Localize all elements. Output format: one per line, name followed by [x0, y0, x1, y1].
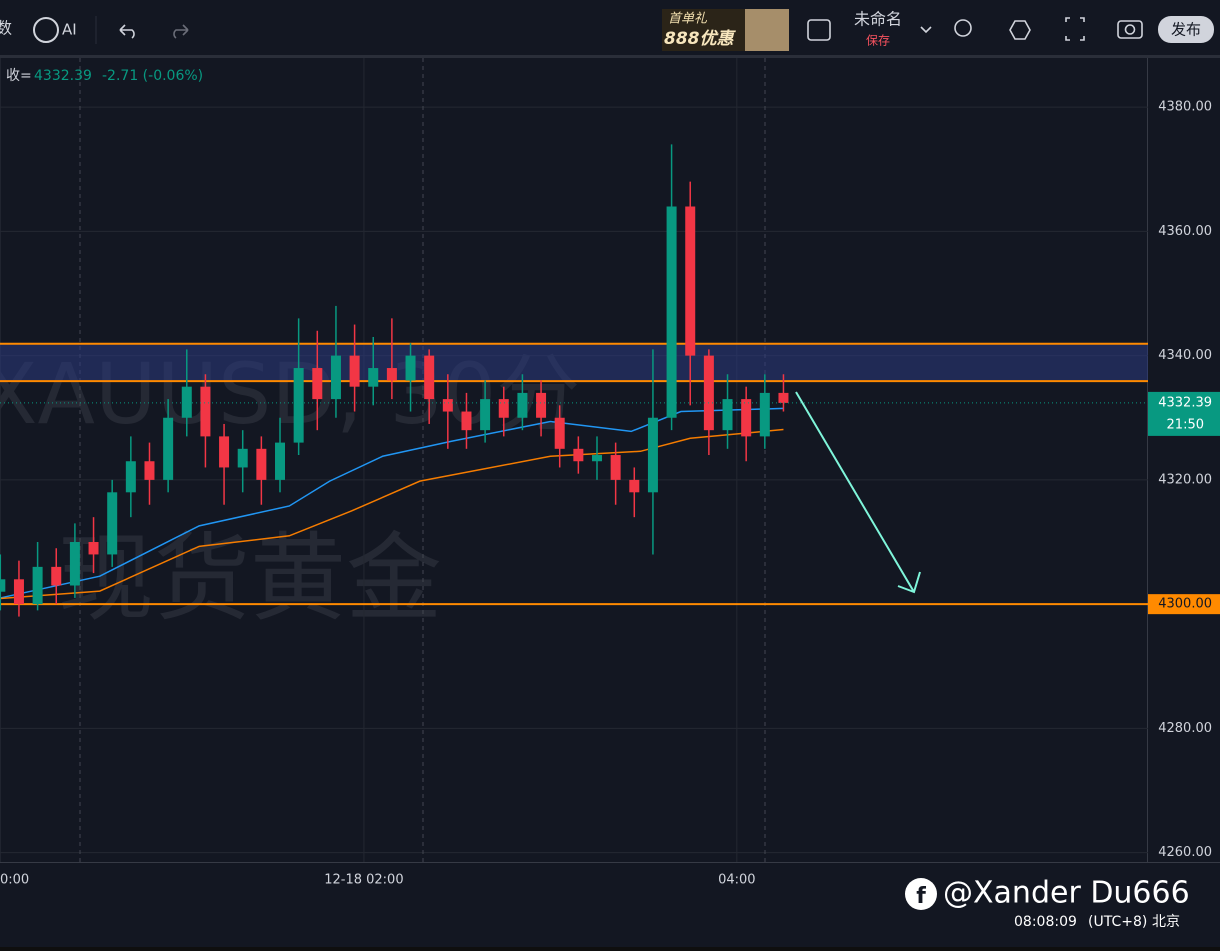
candle-body	[368, 368, 379, 387]
candle-body	[51, 566, 62, 586]
candle-body	[256, 448, 267, 480]
candle-body	[293, 368, 304, 443]
candle-body	[778, 392, 789, 403]
candle-body	[685, 206, 696, 356]
legend-change: -2.71 (-0.06%)	[102, 68, 203, 84]
clock-time: 08:08:09	[1014, 914, 1077, 930]
countdown: 21:50	[1167, 417, 1204, 432]
facebook-icon	[905, 878, 937, 910]
candle-body	[666, 206, 677, 418]
watermark-handle: @Xander Du666	[943, 876, 1190, 911]
candle-body	[517, 392, 528, 418]
redo[interactable]	[173, 24, 189, 39]
arrow-annotation	[795, 391, 921, 594]
candle-body	[759, 392, 770, 437]
level-label: 4300.00	[1158, 597, 1212, 612]
candle-body	[442, 399, 453, 412]
last-price-tag	[1148, 391, 1220, 436]
candle-body	[88, 542, 99, 555]
layout-icon[interactable]	[807, 19, 831, 41]
x-tick-label: 04:00	[718, 873, 755, 888]
promo-bottom: 888优惠	[664, 29, 736, 49]
candle-body	[13, 579, 24, 605]
save-status[interactable]: 保存	[866, 34, 890, 48]
time-axis	[0, 863, 1220, 947]
publish-label: 发布	[1171, 21, 1201, 39]
candle-body	[275, 442, 286, 480]
alert-icon[interactable]	[954, 19, 972, 37]
candle-body	[312, 368, 323, 400]
candle-body	[405, 355, 416, 381]
snapshot-icon[interactable]	[1117, 20, 1143, 39]
candle-body	[554, 417, 565, 449]
toolbar	[0, 0, 1220, 55]
facebook-f: f	[916, 884, 926, 909]
ai-icon[interactable]	[33, 17, 59, 43]
candle-body	[629, 479, 640, 493]
promo-image	[745, 9, 789, 51]
candle-body	[349, 355, 360, 387]
candle-body	[480, 399, 491, 431]
x-tick-label: 0:00	[0, 873, 29, 888]
ma-line	[0, 407, 784, 599]
candle-body	[200, 386, 211, 437]
candle-body	[69, 542, 80, 586]
candle-body	[591, 455, 602, 462]
y-tick-label: 4380.00	[1158, 100, 1212, 115]
y-tick-label: 4320.00	[1158, 472, 1212, 487]
promo-top: 首单礼	[668, 12, 708, 27]
x-tick-label: 12-18 02:00	[324, 873, 403, 888]
y-tick-label: 4260.00	[1158, 845, 1212, 860]
price-axis	[1148, 58, 1220, 862]
candle-body	[424, 355, 435, 400]
plot: XAUUSD, 30分现货黄金4260.004280.004320.004340…	[0, 58, 1220, 888]
y-tick-label: 4280.00	[1158, 721, 1212, 736]
snapshot-lens	[1124, 24, 1136, 35]
y-tick-label: 4360.00	[1158, 224, 1212, 239]
candle-body	[703, 355, 714, 431]
candle-body	[181, 386, 192, 418]
legend-label: 收=	[6, 68, 32, 84]
clock-zone: (UTC+8)	[1088, 914, 1147, 930]
candle-body	[461, 411, 472, 431]
candle-body	[647, 417, 658, 493]
candle-body	[610, 455, 621, 480]
candle-body	[741, 399, 752, 437]
last-price-label: 4332.39	[1158, 395, 1212, 410]
candle-body	[237, 448, 248, 468]
settings-icon[interactable]	[1009, 20, 1031, 40]
publish-button[interactable]	[1158, 16, 1214, 43]
clock-city: 北京	[1152, 914, 1180, 930]
candle-body	[498, 399, 509, 418]
candle-body	[219, 436, 230, 468]
candle-body	[330, 355, 341, 400]
candle-body	[0, 579, 6, 592]
candle-body	[536, 392, 547, 418]
divider	[0, 55, 1220, 58]
level-tag	[1148, 594, 1220, 615]
candle-body	[573, 448, 584, 462]
candle-body	[125, 461, 136, 493]
candle-body	[32, 566, 43, 605]
layout-name[interactable]: 未命名	[854, 10, 902, 29]
y-tick-label: 4340.00	[1158, 348, 1212, 363]
candle-body	[722, 399, 733, 431]
ma-line	[0, 428, 784, 600]
dropdown[interactable]	[920, 26, 932, 34]
candle-body	[163, 417, 174, 480]
candle-body	[386, 368, 397, 381]
candle-body	[144, 461, 155, 480]
cut-label: 数	[0, 19, 12, 38]
fullscreen-icon[interactable]	[1065, 17, 1085, 41]
undo[interactable]	[119, 24, 135, 39]
ai-button[interactable]: AI	[62, 21, 77, 39]
legend-close: 4332.39	[34, 68, 92, 84]
zone	[0, 343, 1148, 382]
candle-body	[107, 492, 118, 555]
